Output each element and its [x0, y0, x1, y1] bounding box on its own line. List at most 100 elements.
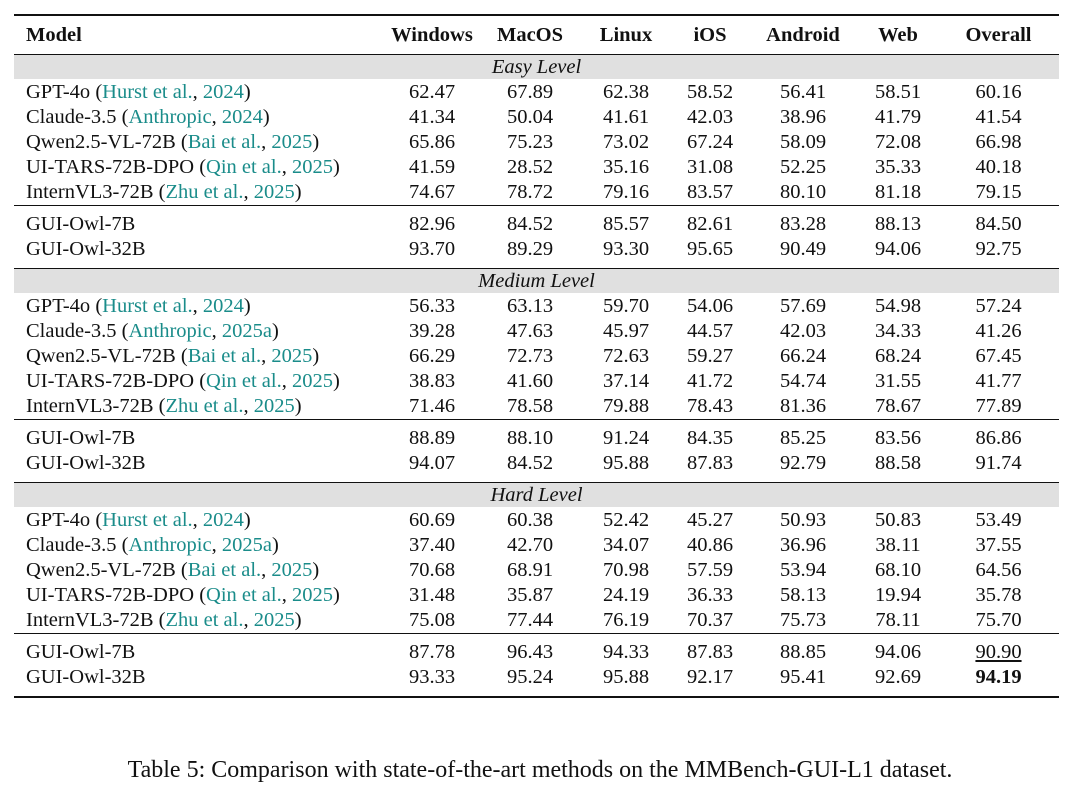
- table-caption: Table 5: Comparison with state-of-the-ar…: [127, 757, 953, 783]
- citation-link[interactable]: Hurst et al.: [102, 509, 193, 531]
- score-value: 92.75: [975, 238, 1022, 260]
- score-cell: 83.28: [748, 205, 858, 237]
- score-cell: 95.41: [748, 665, 858, 698]
- score-cell: 89.29: [480, 237, 580, 269]
- citation-year-link[interactable]: 2025a: [221, 320, 272, 342]
- score-cell: 38.83: [408, 370, 456, 392]
- score-cell: 78.72: [506, 181, 554, 203]
- citation-year-link[interactable]: 2025: [271, 131, 313, 153]
- citation-year-link[interactable]: 2025: [291, 584, 333, 606]
- citation-year-link[interactable]: 2025: [271, 559, 313, 581]
- model-cell: InternVL3-72B (Zhu et al., 2025): [26, 181, 302, 203]
- score-value: 93.30: [602, 238, 650, 260]
- score-cell: 95.24: [480, 665, 580, 698]
- model-cell: Qwen2.5-VL-72B (Bai et al., 2025): [26, 131, 320, 153]
- score-cell: 35.87: [506, 584, 554, 606]
- citation-link[interactable]: Bai et al.: [187, 131, 262, 153]
- score-cell: 75.70: [975, 609, 1022, 631]
- citation-year-link[interactable]: 2024: [221, 106, 263, 128]
- citation-link[interactable]: Qin et al.: [206, 584, 282, 606]
- citation-link[interactable]: Hurst et al.: [102, 81, 193, 103]
- citation-year-link[interactable]: 2025: [253, 609, 295, 631]
- citation-link[interactable]: Zhu et al.: [165, 181, 244, 203]
- score-cell: 83.57: [686, 181, 734, 203]
- score-cell: 40.86: [686, 534, 734, 556]
- model-cell: InternVL3-72B (Zhu et al., 2025): [26, 609, 302, 631]
- score-cell: 71.46: [408, 395, 456, 417]
- score-cell: 82.96: [384, 205, 480, 237]
- score-cell: 68.24: [874, 345, 922, 367]
- score-cell: 35.33: [874, 156, 922, 178]
- score-cell: 94.07: [384, 451, 480, 483]
- citation-year-link[interactable]: 2025: [253, 181, 295, 203]
- citation-link[interactable]: Anthropic: [128, 534, 212, 556]
- score-cell: 54.74: [779, 370, 827, 392]
- citation-link[interactable]: Zhu et al.: [165, 395, 244, 417]
- score-value: 88.10: [506, 427, 554, 449]
- model-cell: Claude-3.5 (Anthropic, 2025a): [26, 534, 279, 556]
- score-cell: 56.33: [408, 295, 456, 317]
- score-cell: 52.42: [602, 509, 650, 531]
- score-cell: 92.69: [858, 665, 938, 698]
- section-header-row: Medium Level: [14, 268, 1059, 293]
- citation-year-link[interactable]: 2025: [253, 395, 295, 417]
- citation-link[interactable]: Zhu et al.: [165, 609, 244, 631]
- score-cell: 24.19: [602, 584, 650, 606]
- score-cell: 42.70: [506, 534, 554, 556]
- table-row: Qwen2.5-VL-72B (Bai et al., 2025) 70.68 68…: [14, 558, 1059, 583]
- citation-year-link[interactable]: 2024: [202, 509, 244, 531]
- score-cell: 78.67: [874, 395, 922, 417]
- citation-link[interactable]: Anthropic: [128, 320, 212, 342]
- citation-year-link[interactable]: 2024: [202, 295, 244, 317]
- score-cell: 41.61: [602, 106, 650, 128]
- score-value: 92.17: [686, 666, 734, 688]
- score-cell: 59.27: [686, 345, 734, 367]
- citation-link[interactable]: Hurst et al.: [102, 295, 193, 317]
- score-cell: 94.19: [938, 665, 1059, 698]
- citation-link[interactable]: Bai et al.: [187, 559, 262, 581]
- score-cell: 34.07: [602, 534, 650, 556]
- score-cell: 50.93: [779, 509, 827, 531]
- citation-year-link[interactable]: 2025: [291, 370, 333, 392]
- score-cell: 37.55: [975, 534, 1022, 556]
- score-value: 88.58: [874, 452, 922, 474]
- score-cell: 41.26: [975, 320, 1022, 342]
- score-cell: 59.70: [602, 295, 650, 317]
- column-header-model: Model: [14, 14, 384, 55]
- score-value: 95.24: [506, 666, 554, 688]
- score-cell: 87.83: [672, 633, 748, 665]
- score-cell: 88.85: [748, 633, 858, 665]
- score-cell: 50.04: [506, 106, 554, 128]
- model-name: GUI-Owl-32B: [14, 665, 384, 698]
- model-name: GUI-Owl-7B: [14, 205, 384, 237]
- score-cell: 62.47: [408, 81, 456, 103]
- model-name: Claude-3.5: [26, 320, 117, 342]
- table-row-ours: GUI-Owl-7B 82.96 84.52 85.57 82.61 83.28 88.13…: [14, 205, 1059, 237]
- score-cell: 54.06: [686, 295, 734, 317]
- citation-link[interactable]: Qin et al.: [206, 370, 282, 392]
- table-row: InternVL3-72B (Zhu et al., 2025) 74.67 78.…: [14, 180, 1059, 206]
- score-value: 95.65: [686, 238, 734, 260]
- score-cell: 70.98: [602, 559, 650, 581]
- model-cell: InternVL3-72B (Zhu et al., 2025): [26, 395, 302, 417]
- citation-year-link[interactable]: 2025: [291, 156, 333, 178]
- citation-year-link[interactable]: 2024: [202, 81, 244, 103]
- citation-link[interactable]: Qin et al.: [206, 156, 282, 178]
- column-header-web: Web: [858, 14, 938, 55]
- citation-link[interactable]: Anthropic: [128, 106, 212, 128]
- score-value: 85.25: [779, 427, 827, 449]
- citation-link[interactable]: Bai et al.: [187, 345, 262, 367]
- score-cell: 35.78: [975, 584, 1022, 606]
- citation-year-link[interactable]: 2025a: [221, 534, 272, 556]
- score-cell: 38.11: [875, 534, 921, 556]
- citation-year-link[interactable]: 2025: [271, 345, 313, 367]
- score-cell: 94.06: [858, 633, 938, 665]
- model-name: UI-TARS-72B-DPO: [26, 584, 195, 606]
- score-cell: 93.70: [384, 237, 480, 269]
- score-value: 84.50: [975, 213, 1022, 235]
- score-cell: 92.17: [672, 665, 748, 698]
- model-name: UI-TARS-72B-DPO: [26, 156, 195, 178]
- model-cell: UI-TARS-72B-DPO (Qin et al., 2025): [26, 584, 340, 606]
- score-cell: 95.88: [580, 451, 672, 483]
- column-header-overall: Overall: [938, 14, 1059, 55]
